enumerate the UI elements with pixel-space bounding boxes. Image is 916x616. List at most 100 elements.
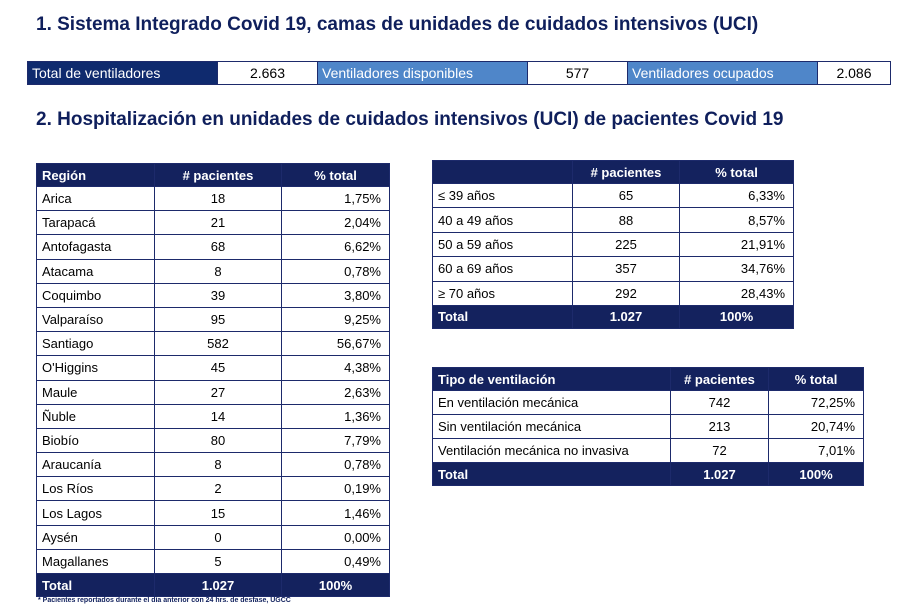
patients-cell: 21 [154, 210, 282, 236]
percent-cell: 0,49% [281, 548, 390, 575]
patients-header: # pacientes [670, 367, 769, 391]
patients-cell: 5 [154, 548, 282, 575]
row-label-cell: ≥ 70 años [432, 280, 573, 306]
row-label-cell: Arica [36, 185, 155, 212]
patients-cell: 72 [670, 438, 769, 463]
table-row: Antofagasta 68 6,62% [36, 234, 390, 260]
patients-cell: 39 [154, 282, 282, 308]
ventilation-total-patients: 1.027 [670, 462, 769, 486]
table-row: Tarapacá 21 2,04% [36, 210, 390, 236]
row-label-cell: Maule [36, 379, 155, 405]
percent-cell: 21,91% [679, 231, 794, 258]
row-label-cell: O'Higgins [36, 355, 155, 381]
region-total-patients: 1.027 [154, 573, 282, 597]
table-row: Ventilación mecánica no invasiva 72 7,01% [432, 438, 864, 463]
row-label-cell: Atacama [36, 258, 155, 284]
available-ventilators-value: 577 [527, 61, 628, 85]
table-row: Coquimbo 39 3,80% [36, 282, 390, 308]
percent-cell: 1,36% [281, 403, 390, 429]
patients-cell: 742 [670, 390, 769, 415]
age-header [432, 160, 573, 184]
percent-cell: 4,38% [281, 355, 390, 381]
patients-cell: 8 [154, 452, 282, 478]
table-row: Magallanes 5 0,49% [36, 548, 390, 575]
row-label-cell: 60 a 69 años [432, 256, 573, 282]
row-label-cell: 40 a 49 años [432, 207, 573, 233]
row-label-cell: Magallanes [36, 548, 155, 575]
patients-header: # pacientes [572, 160, 680, 184]
row-label-cell: Araucanía [36, 452, 155, 478]
row-label-cell: Santiago [36, 331, 155, 357]
patients-cell: 68 [154, 234, 282, 260]
patients-cell: 80 [154, 427, 282, 454]
region-table: Región # pacientes % total Arica 18 1,75% T… [36, 163, 390, 597]
percent-cell: 56,67% [281, 331, 390, 357]
patients-cell: 27 [154, 379, 282, 405]
percent-header: % total [768, 367, 864, 391]
table-row: O'Higgins 45 4,38% [36, 355, 390, 381]
percent-cell: 0,19% [281, 476, 390, 502]
patients-cell: 357 [572, 256, 680, 282]
row-label-cell: Sin ventilación mecánica [432, 414, 671, 439]
patients-cell: 225 [572, 231, 680, 258]
table-row: 40 a 49 años 88 8,57% [432, 207, 794, 233]
ventilation-total-label: Total [432, 462, 671, 486]
row-label-cell: Ñuble [36, 403, 155, 429]
patients-cell: 18 [154, 185, 282, 212]
table-row: Atacama 8 0,78% [36, 258, 390, 284]
age-total-percent: 100% [679, 304, 794, 329]
percent-cell: 20,74% [768, 414, 864, 439]
occupied-ventilators-value: 2.086 [817, 61, 891, 85]
table-row: Sin ventilación mecánica 213 20,74% [432, 414, 864, 439]
table-row: Los Ríos 2 0,19% [36, 476, 390, 502]
table-row: Ñuble 14 1,36% [36, 403, 390, 429]
table-row: Araucanía 8 0,78% [36, 452, 390, 478]
patients-cell: 0 [154, 524, 282, 550]
row-label-cell: Tarapacá [36, 210, 155, 236]
percent-cell: 6,33% [679, 182, 794, 209]
table-row: 60 a 69 años 357 34,76% [432, 256, 794, 282]
percent-header: % total [281, 163, 390, 187]
percent-cell: 0,78% [281, 452, 390, 478]
table-row: Biobío 80 7,79% [36, 427, 390, 454]
table-row: Maule 27 2,63% [36, 379, 390, 405]
table-row: Santiago 582 56,67% [36, 331, 390, 357]
table-row: Los Lagos 15 1,46% [36, 500, 390, 526]
percent-cell: 72,25% [768, 390, 864, 415]
row-label-cell: Antofagasta [36, 234, 155, 260]
table-row: Arica 18 1,75% [36, 185, 390, 212]
row-label-cell: En ventilación mecánica [432, 390, 671, 415]
row-label-cell: Aysén [36, 524, 155, 550]
section-2-title: 2. Hospitalización en unidades de cuidad… [36, 109, 784, 130]
row-label-cell: Valparaíso [36, 306, 155, 333]
percent-header: % total [679, 160, 794, 184]
region-header: Región [36, 163, 155, 187]
table-row: 50 a 59 años 225 21,91% [432, 231, 794, 258]
table-row: ≤ 39 años 65 6,33% [432, 182, 794, 209]
row-label-cell: Ventilación mecánica no invasiva [432, 438, 671, 463]
table-row: Aysén 0 0,00% [36, 524, 390, 550]
total-ventilators-value: 2.663 [217, 61, 318, 85]
ventilation-type-header: Tipo de ventilación [432, 367, 671, 391]
footnote: * Pacientes reportados durante el día an… [38, 597, 291, 604]
percent-cell: 6,62% [281, 234, 390, 260]
percent-cell: 7,79% [281, 427, 390, 454]
age-total-patients: 1.027 [572, 304, 680, 329]
section-1-title: 1. Sistema Integrado Covid 19, camas de … [36, 14, 759, 35]
patients-cell: 14 [154, 403, 282, 429]
patients-cell: 582 [154, 331, 282, 357]
percent-cell: 9,25% [281, 306, 390, 333]
ventilation-total-percent: 100% [768, 462, 864, 486]
patients-cell: 95 [154, 306, 282, 333]
patients-cell: 88 [572, 207, 680, 233]
ventilator-stats-bar: Total de ventiladores 2.663 Ventiladores… [27, 61, 891, 85]
available-ventilators-label: Ventiladores disponibles [317, 61, 528, 85]
table-row: Valparaíso 95 9,25% [36, 306, 390, 333]
row-label-cell: Coquimbo [36, 282, 155, 308]
total-ventilators-label: Total de ventiladores [27, 61, 218, 85]
age-table: # pacientes % total ≤ 39 años 65 6,33% 40 a… [432, 160, 794, 329]
patients-cell: 65 [572, 182, 680, 209]
patients-cell: 45 [154, 355, 282, 381]
row-label-cell: ≤ 39 años [432, 182, 573, 209]
region-total-label: Total [36, 573, 155, 597]
